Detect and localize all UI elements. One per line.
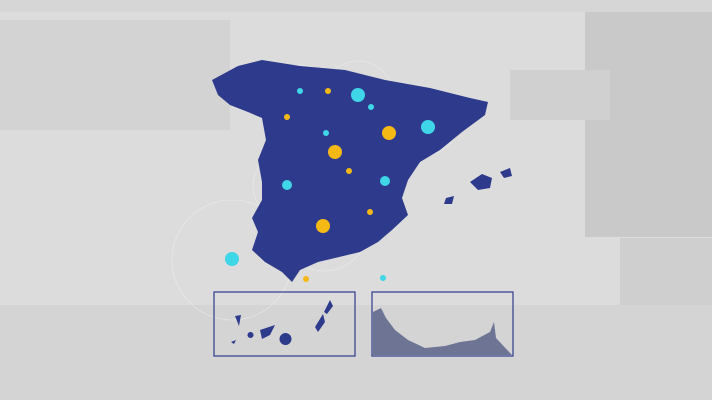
map-marker-yellow [382, 126, 396, 140]
map-marker-yellow [367, 209, 373, 215]
bg-panel-top [0, 0, 712, 12]
balearic-islands [444, 168, 512, 204]
map-marker-cyan [368, 104, 374, 110]
map-marker-cyan [380, 275, 386, 281]
map-marker-yellow [316, 219, 330, 233]
map-marker-cyan [282, 180, 292, 190]
bg-panel-br [620, 238, 712, 308]
inset-canary-islands [213, 291, 356, 357]
map-marker-yellow [303, 276, 309, 282]
map-marker-yellow [284, 114, 290, 120]
map-marker-cyan [297, 88, 303, 94]
map-marker-yellow [346, 168, 352, 174]
map-marker-cyan [380, 176, 390, 186]
ceuta-melilla-land [373, 308, 512, 355]
map-marker-cyan [323, 130, 329, 136]
map-marker-cyan [421, 120, 435, 134]
bg-panel-right2 [510, 70, 610, 120]
inset-ceuta-melilla [371, 291, 514, 357]
bg-panel-right [585, 12, 712, 237]
bg-panel-bottom [0, 305, 712, 400]
map-marker-yellow [328, 145, 342, 159]
map-marker-cyan [225, 252, 239, 266]
bg-panel-left [0, 20, 230, 130]
canary-islands-land [231, 300, 333, 345]
map-marker-cyan [351, 88, 365, 102]
map-marker-yellow [325, 88, 331, 94]
